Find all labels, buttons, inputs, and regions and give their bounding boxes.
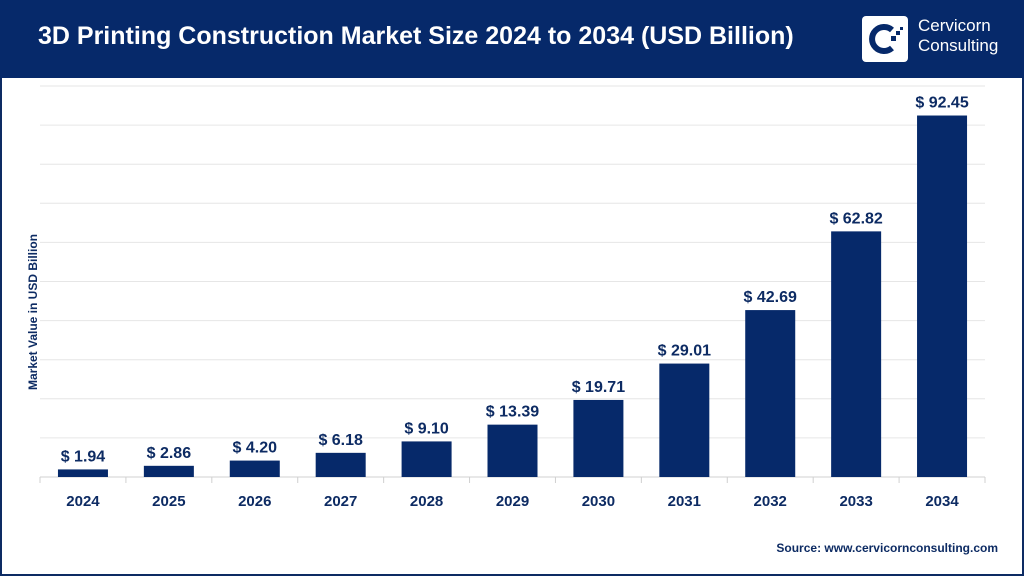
- x-tick-label: 2026: [238, 493, 271, 510]
- bar-2034: [917, 115, 968, 477]
- data-label: $ 1.94: [61, 448, 106, 465]
- bar-2033: [831, 231, 882, 477]
- header-bar: 3D Printing Construction Market Size 202…: [0, 0, 1024, 78]
- data-label: $ 2.86: [147, 445, 192, 462]
- data-label: $ 6.18: [318, 432, 363, 449]
- bar-2031: [659, 363, 710, 477]
- bar-2026: [229, 460, 280, 477]
- data-label: $ 9.10: [404, 420, 449, 437]
- x-tick-label: 2034: [925, 493, 959, 510]
- bar-2024: [57, 469, 108, 477]
- cervicorn-logo-icon: [862, 16, 908, 62]
- data-label: $ 29.01: [658, 343, 711, 360]
- bar-2025: [143, 465, 194, 477]
- logo-line-1: Cervicorn: [918, 16, 991, 35]
- bar-2032: [745, 310, 796, 477]
- source-note: Source: www.cervicornconsulting.com: [776, 541, 998, 555]
- data-label: $ 92.45: [915, 95, 968, 112]
- bar-2027: [315, 452, 366, 477]
- x-tick-label: 2033: [839, 493, 872, 510]
- data-label: $ 62.82: [829, 210, 882, 227]
- x-tick-label: 2032: [754, 493, 787, 510]
- x-tick-label: 2031: [668, 493, 701, 510]
- data-label: $ 13.39: [486, 404, 539, 421]
- x-tick-label: 2024: [66, 493, 100, 510]
- bar-2030: [573, 399, 624, 477]
- x-tick-label: 2027: [324, 493, 357, 510]
- x-tick-label: 2030: [582, 493, 615, 510]
- logo-line-2: Consulting: [918, 36, 999, 55]
- logo-text: Cervicorn Consulting: [918, 16, 998, 56]
- bar-2029: [487, 424, 538, 477]
- chart-title: 3D Printing Construction Market Size 202…: [38, 22, 794, 50]
- data-label: $ 4.20: [233, 440, 278, 457]
- data-label: $ 19.71: [572, 379, 625, 396]
- data-label: $ 42.69: [744, 289, 797, 306]
- x-tick-label: 2025: [152, 493, 185, 510]
- bar-2028: [401, 441, 452, 477]
- x-tick-label: 2028: [410, 493, 443, 510]
- x-tick-label: 2029: [496, 493, 529, 510]
